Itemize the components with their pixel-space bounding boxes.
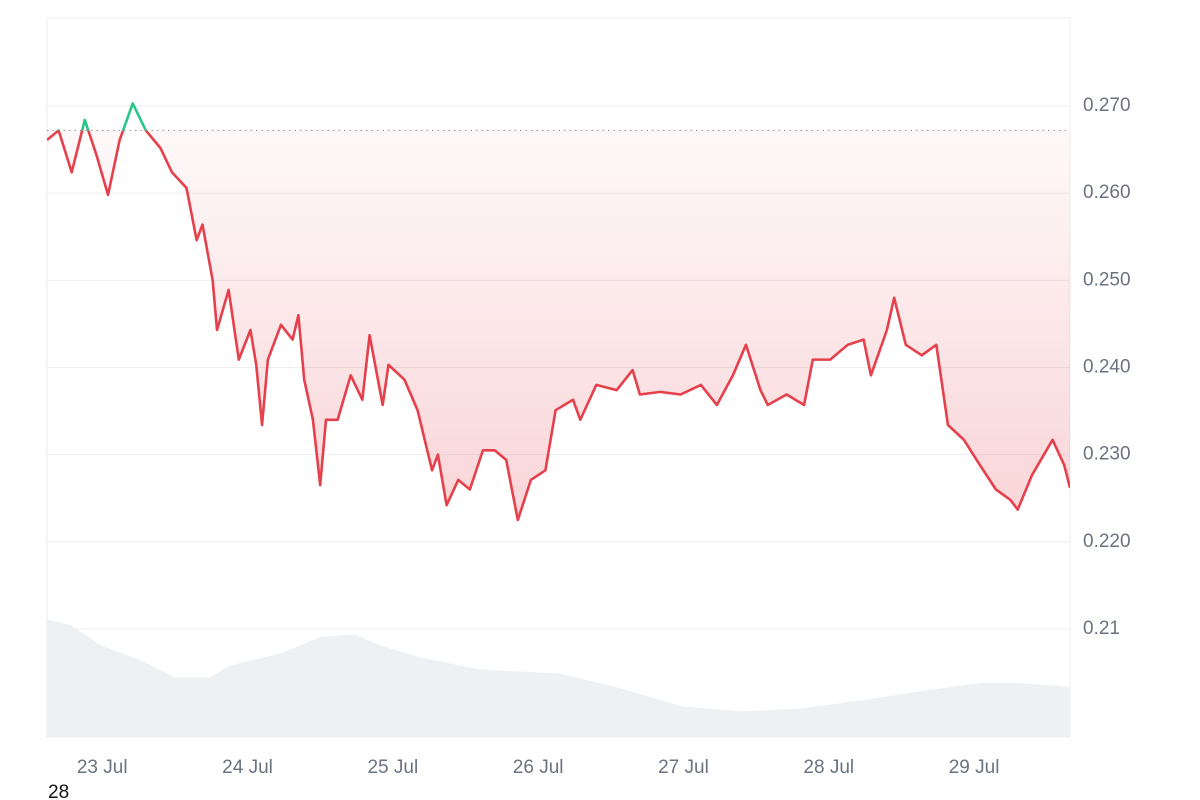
x-tick-label: 27 Jul [658, 757, 709, 778]
y-tick-label: 0.220 [1083, 531, 1131, 552]
price-line [47, 130, 1070, 522]
footnote: 28 [48, 782, 69, 800]
y-tick-label: 0.250 [1083, 269, 1131, 290]
y-tick-label: 0.21 [1083, 618, 1120, 639]
x-tick-label: 24 Jul [222, 757, 273, 778]
x-tick-label: 25 Jul [367, 757, 418, 778]
volume-area [47, 619, 1070, 737]
x-tick-label: 29 Jul [949, 757, 1000, 778]
y-tick-label: 0.270 [1083, 95, 1131, 116]
x-tick-label: 23 Jul [77, 757, 128, 778]
y-tick-label: 0.230 [1083, 444, 1131, 465]
loss-area [47, 130, 1070, 520]
x-tick-label: 28 Jul [803, 757, 854, 778]
y-tick-label: 0.260 [1083, 182, 1131, 203]
y-tick-label: 0.240 [1083, 356, 1131, 377]
x-tick-label: 26 Jul [513, 757, 564, 778]
